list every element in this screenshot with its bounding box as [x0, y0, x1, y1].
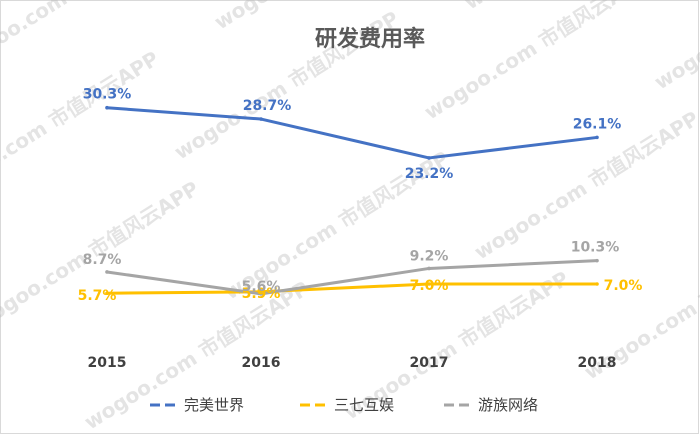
- data-label: 5.9%: [242, 286, 281, 302]
- data-label: 5.6%: [242, 279, 281, 295]
- data-point: [105, 291, 109, 295]
- x-tick-label: 2015: [88, 355, 127, 371]
- data-label: 7.0%: [410, 278, 449, 294]
- data-point: [105, 105, 109, 110]
- data-point: [595, 282, 599, 286]
- data-label-layer: 30.3% 28.7% 23.2% 26.1% 5.7% 5.9% 7.0% 7.0% 8.7%…: [78, 87, 643, 304]
- x-tick-label: 2018: [578, 355, 617, 371]
- chart-title: 研发费用率: [315, 26, 425, 52]
- legend-label: 完美世界: [184, 396, 244, 414]
- data-label: 7.0%: [604, 278, 643, 294]
- data-point: [595, 135, 599, 140]
- data-point: [427, 156, 431, 160]
- series-line: [105, 282, 599, 295]
- legend: 完美世界 三七互娱 游族网络: [150, 396, 538, 414]
- data-point: [427, 266, 431, 271]
- data-point: [427, 282, 431, 286]
- series-line: [105, 106, 599, 160]
- legend-label: 游族网络: [478, 396, 538, 414]
- data-point: [259, 117, 263, 121]
- series-layer: [105, 105, 599, 296]
- data-label: 23.2%: [405, 166, 454, 182]
- data-label: 9.2%: [410, 248, 449, 264]
- data-label: 8.7%: [83, 252, 122, 268]
- series-line: [105, 259, 599, 296]
- x-axis-labels: 2015 2016 2017 2018: [88, 355, 617, 371]
- watermark-text: wogoo.com 市值风云APP: [0, 46, 163, 204]
- data-label: 28.7%: [243, 98, 292, 114]
- data-point: [259, 292, 263, 296]
- legend-label: 三七互娱: [334, 396, 394, 414]
- x-tick-label: 2016: [242, 355, 281, 371]
- data-point: [105, 270, 109, 274]
- data-label: 26.1%: [573, 116, 622, 132]
- watermark-text: wogoo.com 市值风云APP: [650, 0, 700, 94]
- data-point: [595, 258, 599, 263]
- data-label: 30.3%: [83, 87, 132, 103]
- x-tick-label: 2017: [410, 355, 449, 371]
- watermark-text: wogoo.com 市值风云APP: [420, 0, 653, 124]
- data-label: 5.7%: [78, 288, 117, 304]
- data-label: 10.3%: [571, 240, 620, 256]
